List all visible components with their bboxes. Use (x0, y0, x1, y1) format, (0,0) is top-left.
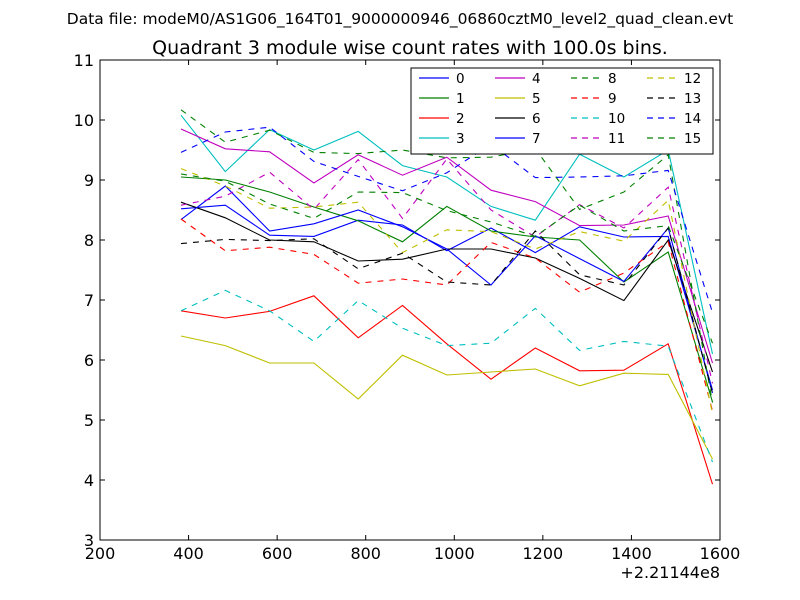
series-line-0 (180, 204, 714, 391)
chart-header: Data file: modeM0/AS1G06_164T01_90000009… (67, 10, 733, 29)
legend-label-14: 14 (684, 111, 701, 127)
x-tick-label: 400 (173, 544, 204, 563)
legend-label-9: 9 (608, 91, 617, 107)
series-layer (180, 109, 714, 485)
legend-label-8: 8 (608, 71, 617, 87)
y-tick-label: 10 (74, 111, 94, 130)
series-line-9 (180, 218, 714, 412)
series-line-13 (180, 226, 714, 394)
series-line-7 (180, 185, 714, 394)
x-tick-label: 1000 (434, 544, 475, 563)
series-line-11 (180, 158, 714, 384)
chart-title: Quadrant 3 module wise count rates with … (152, 37, 668, 59)
x-tick-label: 800 (350, 544, 381, 563)
y-tick-label: 6 (84, 351, 94, 370)
series-line-10 (180, 289, 714, 463)
legend-label-7: 7 (532, 131, 541, 147)
y-tick-label: 11 (74, 51, 94, 70)
series-line-15 (180, 173, 714, 344)
legend-label-13: 13 (684, 91, 701, 107)
series-line-5 (180, 335, 713, 460)
y-tick-label: 4 (84, 471, 94, 490)
series-line-2 (180, 295, 714, 485)
series-line-1 (180, 176, 714, 403)
series-line-3 (180, 114, 714, 355)
x-tick-label: 1400 (611, 544, 652, 563)
y-tick-label: 9 (84, 171, 94, 190)
series-line-8 (180, 109, 714, 403)
y-tick-label: 7 (84, 291, 94, 310)
series-line-12 (180, 168, 714, 415)
legend-label-10: 10 (608, 111, 625, 127)
x-offset-label: +2.21144e8 (620, 563, 720, 582)
series-line-6 (180, 201, 714, 373)
legend-label-3: 3 (456, 131, 465, 147)
legend-label-15: 15 (684, 131, 701, 147)
legend-label-5: 5 (532, 91, 541, 107)
x-tick-label: 200 (85, 544, 116, 563)
y-tick-label: 3 (84, 531, 94, 550)
series-line-14 (180, 126, 714, 313)
legend-label-12: 12 (684, 71, 701, 87)
x-tick-label: 1600 (700, 544, 741, 563)
legend-label-6: 6 (532, 111, 541, 127)
legend-label-2: 2 (456, 111, 465, 127)
x-tick-label: 600 (262, 544, 293, 563)
legend-box (410, 67, 714, 155)
x-tick-label: 1200 (522, 544, 563, 563)
y-tick-label: 5 (84, 411, 94, 430)
legend-label-0: 0 (456, 71, 465, 87)
legend-label-4: 4 (532, 71, 541, 87)
series-line-4 (180, 128, 714, 364)
y-tick-label: 8 (84, 231, 94, 250)
legend-label-1: 1 (456, 91, 465, 107)
legend-label-11: 11 (608, 131, 625, 147)
